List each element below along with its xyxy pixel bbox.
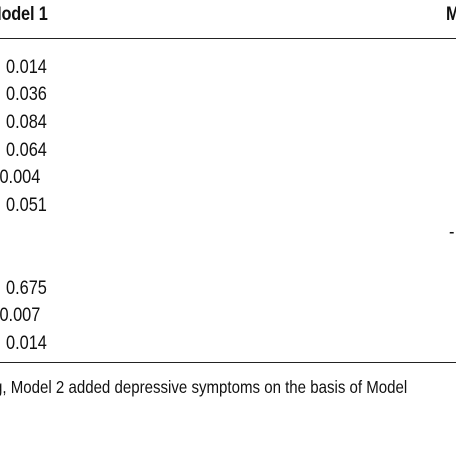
column-header-model-1: Model 1 — [0, 4, 48, 25]
column-header-model-2-partial: M — [446, 4, 456, 26]
table-cell-model2-row-7-partial: - — [449, 222, 455, 243]
table-cell-model1-row-11: 0.014 — [6, 333, 47, 354]
table-bottom-rule — [0, 362, 456, 363]
table-cell-model1-row-3: 0.084 — [6, 112, 47, 133]
table-header-rule — [0, 38, 456, 39]
table-cell-model1-row-5: -0.004 — [0, 167, 41, 188]
table-cell-model1-row-10: -0.007 — [0, 305, 41, 326]
table-cell-model1-row-1: 0.014 — [6, 57, 47, 78]
table-cell-model1-row-6: 0.051 — [6, 195, 47, 216]
table-cell-model1-row-2: 0.036 — [6, 84, 47, 105]
table-cell-model1-row-9: 0.675 — [6, 278, 47, 299]
table-footnote: g, Model 2 added depressive symptoms on … — [0, 377, 408, 397]
table-cell-model1-row-4: 0.064 — [6, 140, 47, 161]
